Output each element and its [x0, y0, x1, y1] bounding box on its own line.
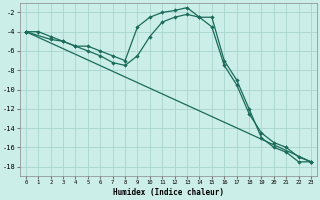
X-axis label: Humidex (Indice chaleur): Humidex (Indice chaleur): [113, 188, 224, 197]
